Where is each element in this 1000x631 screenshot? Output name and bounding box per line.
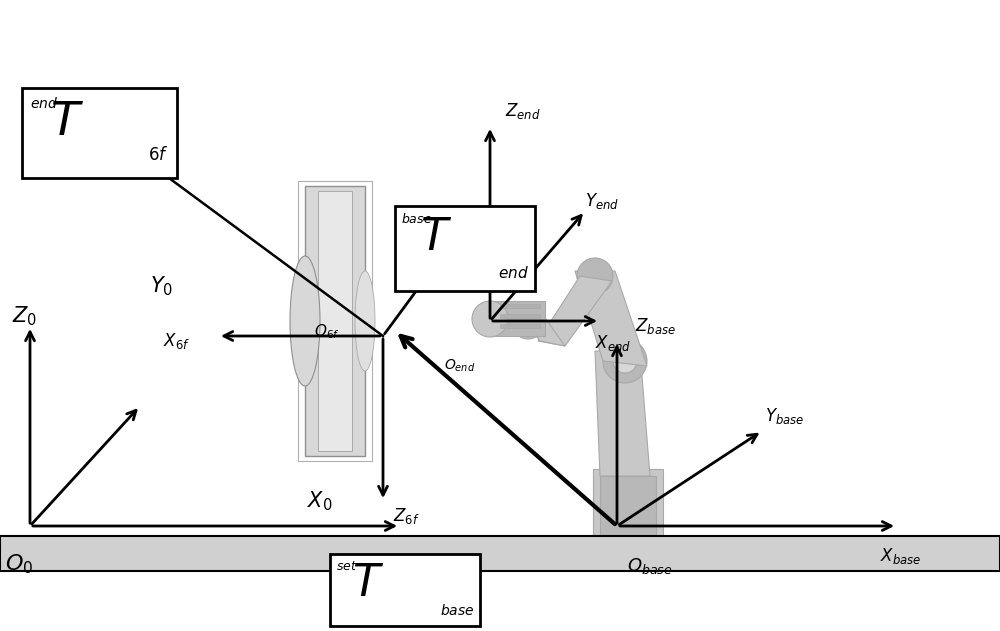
Bar: [500, 314, 540, 318]
Bar: [593, 469, 663, 569]
Bar: [330, 554, 480, 626]
Circle shape: [603, 339, 647, 383]
Text: $\mathbf{\mathit{T}}$: $\mathbf{\mathit{T}}$: [352, 562, 384, 605]
Text: $Z_{6f}$: $Z_{6f}$: [393, 506, 420, 526]
Polygon shape: [515, 309, 565, 346]
Bar: [22, 88, 177, 178]
Text: $\mathit{end}$: $\mathit{end}$: [30, 96, 58, 111]
Polygon shape: [505, 311, 540, 331]
Bar: [318, 191, 352, 451]
Text: $O_{6f}$: $O_{6f}$: [314, 322, 340, 341]
Text: $O_0$: $O_0$: [5, 552, 33, 576]
Text: $X_{6f}$: $X_{6f}$: [163, 331, 190, 351]
Text: $X_{base}$: $X_{base}$: [880, 546, 921, 566]
Text: $\mathit{base}$: $\mathit{base}$: [401, 212, 432, 226]
Bar: [0, 536, 1000, 571]
Bar: [500, 304, 540, 308]
Text: $Y_0$: $Y_0$: [150, 274, 173, 298]
Text: $Z_0$: $Z_0$: [12, 304, 37, 327]
Bar: [305, 186, 365, 456]
Text: $Y_{base}$: $Y_{base}$: [765, 406, 804, 426]
Polygon shape: [538, 276, 612, 346]
Bar: [600, 476, 656, 566]
Text: $Z_{end}$: $Z_{end}$: [505, 101, 541, 121]
Polygon shape: [575, 271, 647, 366]
Ellipse shape: [290, 256, 320, 386]
Circle shape: [613, 349, 637, 373]
Circle shape: [577, 258, 613, 294]
Bar: [490, 301, 545, 336]
Text: $\mathbf{\mathit{T}}$: $\mathbf{\mathit{T}}$: [50, 100, 84, 145]
Ellipse shape: [355, 271, 375, 371]
Text: $Z_{base}$: $Z_{base}$: [635, 316, 676, 336]
Circle shape: [512, 307, 544, 339]
Text: $Y_{end}$: $Y_{end}$: [585, 191, 619, 211]
Text: $\mathbf{\mathit{T}}$: $\mathbf{\mathit{T}}$: [420, 216, 452, 259]
Circle shape: [472, 301, 508, 337]
Text: $\mathit{set}$: $\mathit{set}$: [336, 560, 357, 573]
Bar: [298, 181, 372, 461]
Polygon shape: [595, 351, 650, 476]
Text: $\mathit{base}$: $\mathit{base}$: [440, 603, 474, 618]
Text: $X_{end}$: $X_{end}$: [595, 333, 631, 353]
Text: $Y_{6f}$: $Y_{6f}$: [428, 221, 453, 241]
Text: $X_0$: $X_0$: [307, 489, 333, 513]
Bar: [500, 324, 540, 328]
Text: $\mathit{6f}$: $\mathit{6f}$: [148, 146, 169, 164]
Bar: [395, 206, 535, 291]
Text: $\mathit{end}$: $\mathit{end}$: [498, 265, 529, 281]
Text: $O_{base}$: $O_{base}$: [627, 556, 673, 576]
Text: $O_{end}$: $O_{end}$: [444, 358, 475, 374]
